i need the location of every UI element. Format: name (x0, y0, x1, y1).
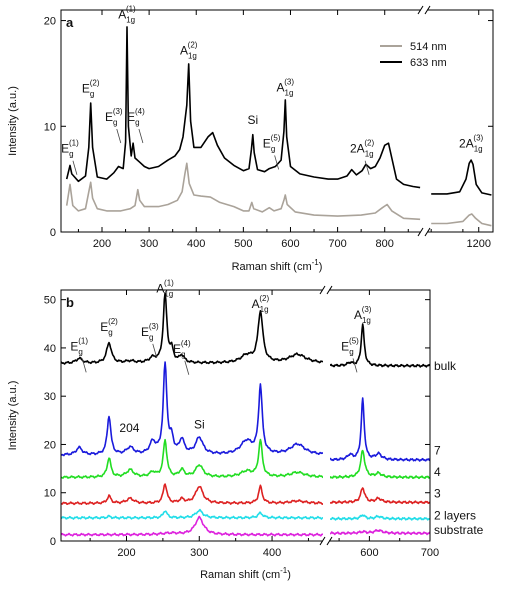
peak-pointer-line (364, 160, 370, 175)
x-tick-label: 200 (117, 547, 135, 559)
x-tick-label: 800 (376, 238, 394, 250)
axis-break-mark (326, 536, 333, 546)
axis-break-mark (319, 536, 326, 546)
y-tick-label: 10 (44, 121, 56, 133)
peak-pointer-line (81, 358, 87, 373)
y-tick-label: 40 (44, 343, 56, 355)
x-tick-label: 600 (281, 238, 299, 250)
peak-label-2a1g3: 2A1g(3) (459, 133, 484, 153)
y-tick-label: 20 (44, 16, 56, 28)
series-2-layers-line-left (61, 508, 323, 520)
x-tick-label: 300 (140, 238, 158, 250)
axis-frame-right (427, 9, 494, 233)
axis-break-mark (424, 5, 431, 15)
axis-frame-right (329, 289, 431, 542)
axis-frame-left (60, 9, 421, 233)
peak-pointer-line (116, 128, 122, 144)
peak-label-a1g3: A1g(3) (277, 77, 295, 97)
layer-label: substrate (434, 523, 484, 537)
series-right-segment-line-1 (431, 159, 492, 196)
peak-label-eg2: Eg(2) (100, 317, 118, 337)
peak-pointer-line (152, 343, 158, 358)
series-3-line-left (61, 483, 323, 506)
layer-label: 3 (434, 487, 441, 501)
legend-entry: 514 nm (410, 41, 447, 53)
peak-label-eg3: Eg(3) (105, 107, 123, 127)
y-tick-label: 30 (44, 391, 56, 403)
peak-label-eg5: Eg(5) (263, 133, 281, 153)
series-2-layers-line-right (330, 514, 430, 521)
axis-break-mark (417, 5, 424, 15)
x-axis-label: Raman shift (cm-1) (200, 566, 291, 581)
series-7-line-right (330, 397, 430, 462)
peak-label-si: Si (194, 418, 205, 432)
y-tick-label: 20 (44, 439, 56, 451)
series-bulk-line-right (330, 323, 430, 368)
panel-letter: a (66, 15, 74, 30)
peak-label-eg1: Eg(1) (61, 139, 79, 159)
peak-pointer-line (184, 360, 190, 375)
axis-frame-left (60, 289, 323, 542)
peak-label-si: Si (247, 113, 258, 127)
y-axis-label: Intensity (a.u.) (7, 381, 19, 451)
x-tick-label: 400 (187, 238, 205, 250)
peak-label-204: 204 (119, 421, 139, 435)
axis-break-mark (424, 227, 431, 237)
y-axis-label: Intensity (a.u.) (7, 86, 19, 156)
series-bulk-line-left (61, 292, 323, 365)
layer-label: bulk (434, 359, 457, 373)
series-substrate-line-left (61, 515, 323, 537)
y-tick-label: 0 (50, 227, 56, 239)
y-tick-label: 10 (44, 488, 56, 500)
peak-label-a1g3: A1g(3) (354, 305, 372, 325)
series-3-line-right (330, 487, 430, 505)
layer-label: 2 layers (434, 508, 476, 522)
series-right-segment-line-2 (431, 213, 492, 227)
x-tick-label: 600 (360, 547, 378, 559)
panel-a: 200 300 400 500 600 700 800 1200 0 10 20 Raman shif… (7, 4, 494, 273)
peak-label-a1g1: A1g(1) (156, 278, 174, 298)
peak-pointer-line (138, 128, 144, 144)
peak-label-a1g1: A1g(1) (118, 4, 136, 24)
panel-b: 200 300 400 600 700 0 10 20 30 40 50 Raman shift (c… (7, 278, 484, 581)
peak-pointer-line (352, 358, 358, 373)
peak-label-eg1: Eg(1) (70, 336, 88, 356)
x-tick-label: 700 (328, 238, 346, 250)
y-tick-label: 50 (44, 295, 56, 307)
layer-label: 7 (434, 444, 441, 458)
peak-label-eg4: Eg(4) (173, 339, 191, 359)
x-tick-label: 200 (93, 238, 111, 250)
layer-label: 4 (434, 465, 441, 479)
series-4-line-left (61, 438, 323, 479)
peak-label-eg3: Eg(3) (141, 322, 159, 342)
x-tick-label: 300 (190, 547, 208, 559)
x-axis-label: Raman shift (cm-1) (232, 258, 323, 273)
y-tick-label: 0 (50, 536, 56, 548)
x-tick-label: 1200 (466, 238, 490, 250)
series-7-line-left (61, 361, 323, 457)
series-substrate-line-right (330, 529, 430, 536)
x-tick-label: 700 (421, 547, 439, 559)
peak-label-eg5: Eg(5) (341, 336, 359, 356)
peak-label-2a1g2: 2A1g(2) (350, 139, 375, 159)
series-514-nm-line (65, 162, 421, 221)
peak-label-a1g2: A1g(2) (252, 294, 270, 314)
axis-break-mark (326, 285, 333, 295)
peak-label-eg2: Eg(2) (82, 78, 100, 98)
panel-letter: b (66, 295, 74, 310)
series-633-nm-line (65, 26, 421, 189)
peak-pointer-line (72, 160, 78, 175)
x-tick-label: 500 (234, 238, 252, 250)
axis-break-mark (417, 227, 424, 237)
peak-label-a1g2: A1g(2) (180, 40, 198, 60)
peak-label-eg4: Eg(4) (127, 107, 145, 127)
axis-break-mark (319, 285, 326, 295)
series-4-line-right (330, 449, 430, 480)
peak-pointer-line (274, 155, 280, 170)
legend-entry: 633 nm (410, 57, 447, 69)
x-tick-label: 400 (263, 547, 281, 559)
